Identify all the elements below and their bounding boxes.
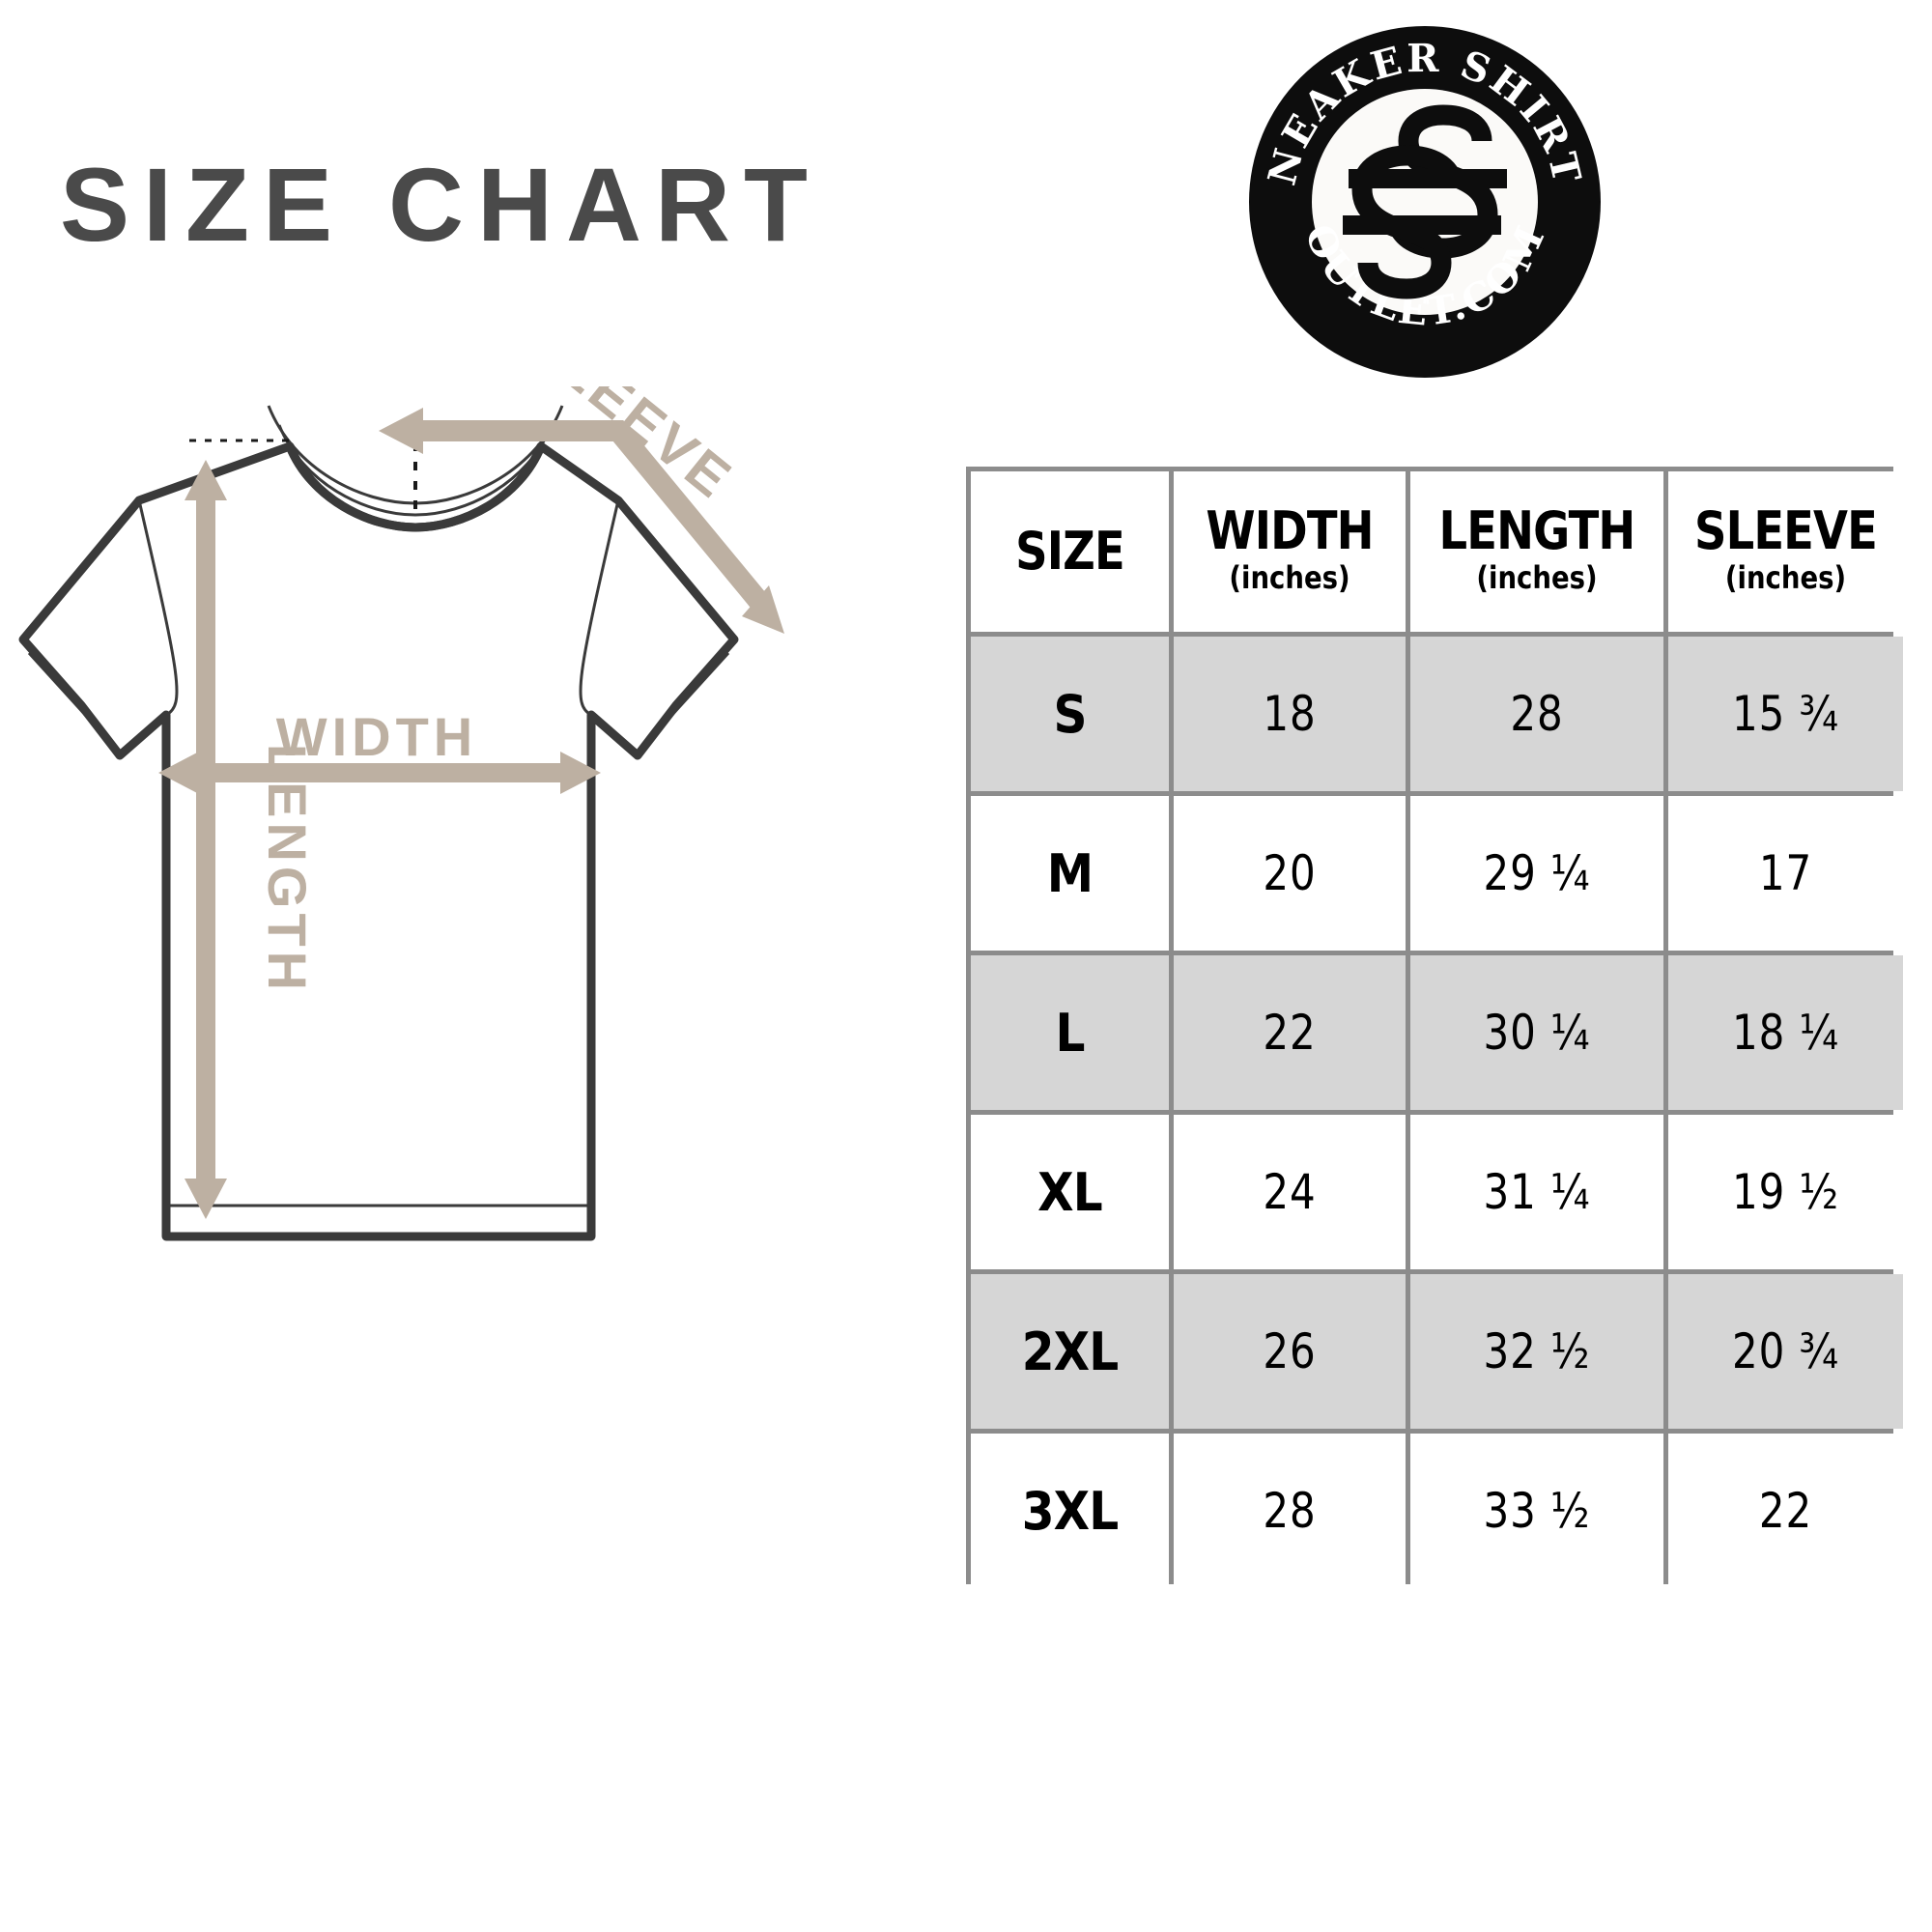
length-label: LENGTH xyxy=(257,744,318,995)
cell-sleeve: 18 ¼ xyxy=(1668,955,1903,1110)
size-value: M xyxy=(1046,842,1094,904)
header-sleeve-unit: (inches) xyxy=(1724,558,1847,596)
cell-sleeve: 22 xyxy=(1668,1434,1903,1588)
width-value: 28 xyxy=(1263,1483,1317,1539)
header-cell-size: SIZE xyxy=(971,471,1169,632)
table-row: L 22 30 ¼ 18 ¼ xyxy=(971,955,1903,1110)
length-value: 28 xyxy=(1510,686,1564,742)
logo-ss-monogram xyxy=(1343,104,1507,299)
tshirt-armhole-seams xyxy=(137,499,620,717)
cell-size: S xyxy=(971,637,1169,791)
width-measure-arrow xyxy=(158,752,601,794)
size-value: 2XL xyxy=(1021,1321,1119,1382)
header-cell-width: WIDTH (inches) xyxy=(1174,471,1406,632)
header-length-main: LENGTH xyxy=(1438,499,1636,561)
sleeve-value: 18 ¼ xyxy=(1732,1005,1839,1061)
table-row: 2XL 26 32 ½ 20 ¾ xyxy=(971,1274,1903,1429)
cell-size: 2XL xyxy=(971,1274,1169,1429)
length-value: 33 ½ xyxy=(1483,1483,1591,1539)
header-length-unit: (inches) xyxy=(1476,558,1598,596)
length-value: 29 ¼ xyxy=(1483,845,1591,901)
size-value: XL xyxy=(1037,1161,1103,1223)
cell-length: 33 ½ xyxy=(1410,1434,1663,1588)
header-cell-sleeve: SLEEVE (inches) xyxy=(1668,471,1903,632)
width-value: 24 xyxy=(1263,1164,1317,1220)
tshirt-sleeve-hems xyxy=(27,651,730,719)
sleeve-measure-arrow xyxy=(379,408,784,634)
size-value: S xyxy=(1053,683,1087,745)
cell-size: XL xyxy=(971,1115,1169,1269)
width-value: 18 xyxy=(1263,686,1317,742)
table-row: M 20 29 ¼ 17 xyxy=(971,796,1903,951)
width-value: 20 xyxy=(1263,845,1317,901)
page-title: SIZE CHART xyxy=(60,146,821,263)
cell-length: 32 ½ xyxy=(1410,1274,1663,1429)
cell-length: 29 ¼ xyxy=(1410,796,1663,951)
cell-size: 3XL xyxy=(971,1434,1169,1588)
cell-width: 28 xyxy=(1174,1434,1406,1588)
table-row: 3XL 28 33 ½ 22 xyxy=(971,1434,1903,1588)
cell-width: 26 xyxy=(1174,1274,1406,1429)
cell-length: 30 ¼ xyxy=(1410,955,1663,1110)
length-value: 30 ¼ xyxy=(1483,1005,1591,1061)
header-width-unit: (inches) xyxy=(1229,558,1350,596)
cell-width: 22 xyxy=(1174,955,1406,1110)
cell-length: 31 ¼ xyxy=(1410,1115,1663,1269)
length-measure-arrow xyxy=(185,460,227,1219)
cell-sleeve: 20 ¾ xyxy=(1668,1274,1903,1429)
size-chart-table-container: SIZE WIDTH (inches) LENGTH (inches) SLEE… xyxy=(966,467,1903,1588)
header-sleeve-main: SLEEVE xyxy=(1693,499,1878,561)
width-value: 26 xyxy=(1263,1323,1317,1379)
cell-sleeve: 19 ½ xyxy=(1668,1115,1903,1269)
size-chart-table: SIZE WIDTH (inches) LENGTH (inches) SLEE… xyxy=(966,467,1908,1593)
tshirt-outline xyxy=(18,441,739,1241)
cell-size: L xyxy=(971,955,1169,1110)
size-value: L xyxy=(1055,1002,1085,1064)
table-header-row: SIZE WIDTH (inches) LENGTH (inches) SLEE… xyxy=(971,471,1903,632)
size-value: 3XL xyxy=(1021,1480,1119,1542)
cell-sleeve: 17 xyxy=(1668,796,1903,951)
header-size-main: SIZE xyxy=(1015,521,1125,582)
tshirt-measurement-diagram: SLEEVE WIDTH LENGTH xyxy=(0,309,927,1662)
table-row: XL 24 31 ¼ 19 ½ xyxy=(971,1115,1903,1269)
cell-sleeve: 15 ¾ xyxy=(1668,637,1903,791)
table-row: S 18 28 15 ¾ xyxy=(971,637,1903,791)
brand-logo: SNEAKER SHIRTS OUTLET.COM xyxy=(1229,0,1605,383)
sleeve-value: 19 ½ xyxy=(1732,1164,1839,1220)
sleeve-value: 15 ¾ xyxy=(1732,686,1839,742)
header-cell-length: LENGTH (inches) xyxy=(1410,471,1663,632)
length-value: 31 ¼ xyxy=(1483,1164,1591,1220)
sleeve-value: 22 xyxy=(1758,1483,1813,1539)
width-label: WIDTH xyxy=(276,706,478,767)
logo-inner-disc xyxy=(1312,89,1538,315)
sleeve-value: 17 xyxy=(1758,845,1813,901)
cell-width: 24 xyxy=(1174,1115,1406,1269)
cell-width: 20 xyxy=(1174,796,1406,951)
width-value: 22 xyxy=(1263,1005,1317,1061)
length-value: 32 ½ xyxy=(1483,1323,1591,1379)
tshirt-collar-band xyxy=(285,444,546,532)
header-width-main: WIDTH xyxy=(1206,499,1374,561)
cell-width: 18 xyxy=(1174,637,1406,791)
cell-size: M xyxy=(971,796,1169,951)
sleeve-value: 20 ¾ xyxy=(1732,1323,1839,1379)
cell-length: 28 xyxy=(1410,637,1663,791)
